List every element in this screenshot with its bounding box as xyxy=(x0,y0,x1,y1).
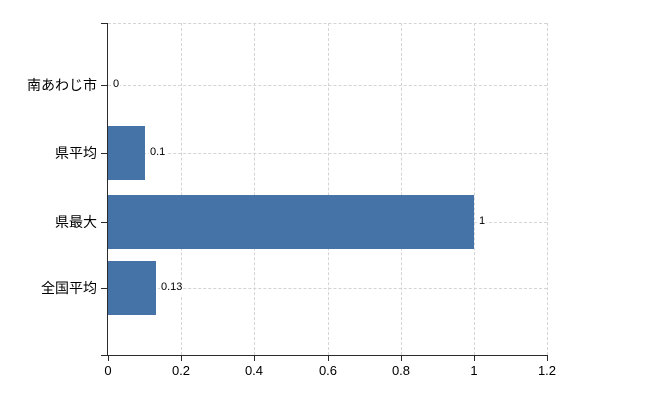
x-axis-tick xyxy=(474,355,475,361)
y-axis-category-tick xyxy=(101,153,108,154)
x-axis-line xyxy=(101,355,547,356)
plot-top-border xyxy=(108,23,547,24)
vertical-gridline xyxy=(474,23,475,355)
value-label-0: 0 xyxy=(112,77,121,92)
category-label-0: 南あわじ市 xyxy=(27,77,97,93)
x-axis-tick xyxy=(254,355,255,361)
x-axis-tick xyxy=(401,355,402,361)
x-tick-label-1: 0.2 xyxy=(171,363,191,378)
vertical-gridline xyxy=(254,23,255,355)
vertical-gridline xyxy=(181,23,182,355)
y-axis-line xyxy=(107,23,108,355)
x-axis-tick xyxy=(328,355,329,361)
bar-3 xyxy=(108,261,156,315)
bar-2 xyxy=(108,195,474,249)
x-axis-tick xyxy=(547,355,548,361)
category-label-1: 県平均 xyxy=(55,145,97,161)
category-label-2: 県最大 xyxy=(55,214,97,230)
vertical-gridline xyxy=(401,23,402,355)
horizontal-gridline xyxy=(108,153,547,154)
category-label-3: 全国平均 xyxy=(41,280,97,296)
y-axis-category-tick xyxy=(101,288,108,289)
value-label-3: 0.13 xyxy=(160,280,184,295)
vertical-gridline xyxy=(547,23,548,355)
x-tick-label-3: 0.6 xyxy=(318,363,338,378)
x-tick-label-5: 1 xyxy=(470,363,478,378)
y-axis-category-tick xyxy=(101,85,108,86)
x-axis-tick xyxy=(108,355,109,361)
horizontal-gridline xyxy=(108,85,547,86)
value-label-2: 1 xyxy=(478,214,487,229)
y-axis-top-tick xyxy=(101,23,108,24)
y-axis-category-tick xyxy=(101,222,108,223)
x-tick-label-2: 0.4 xyxy=(244,363,264,378)
x-tick-label-0: 0 xyxy=(104,363,112,378)
x-tick-label-4: 0.8 xyxy=(391,363,411,378)
bar-1 xyxy=(108,126,145,180)
x-tick-label-6: 1.2 xyxy=(537,363,557,378)
vertical-gridline xyxy=(328,23,329,355)
value-label-1: 0.1 xyxy=(149,145,167,160)
x-axis-tick xyxy=(181,355,182,361)
horizontal-gridline xyxy=(108,288,547,289)
